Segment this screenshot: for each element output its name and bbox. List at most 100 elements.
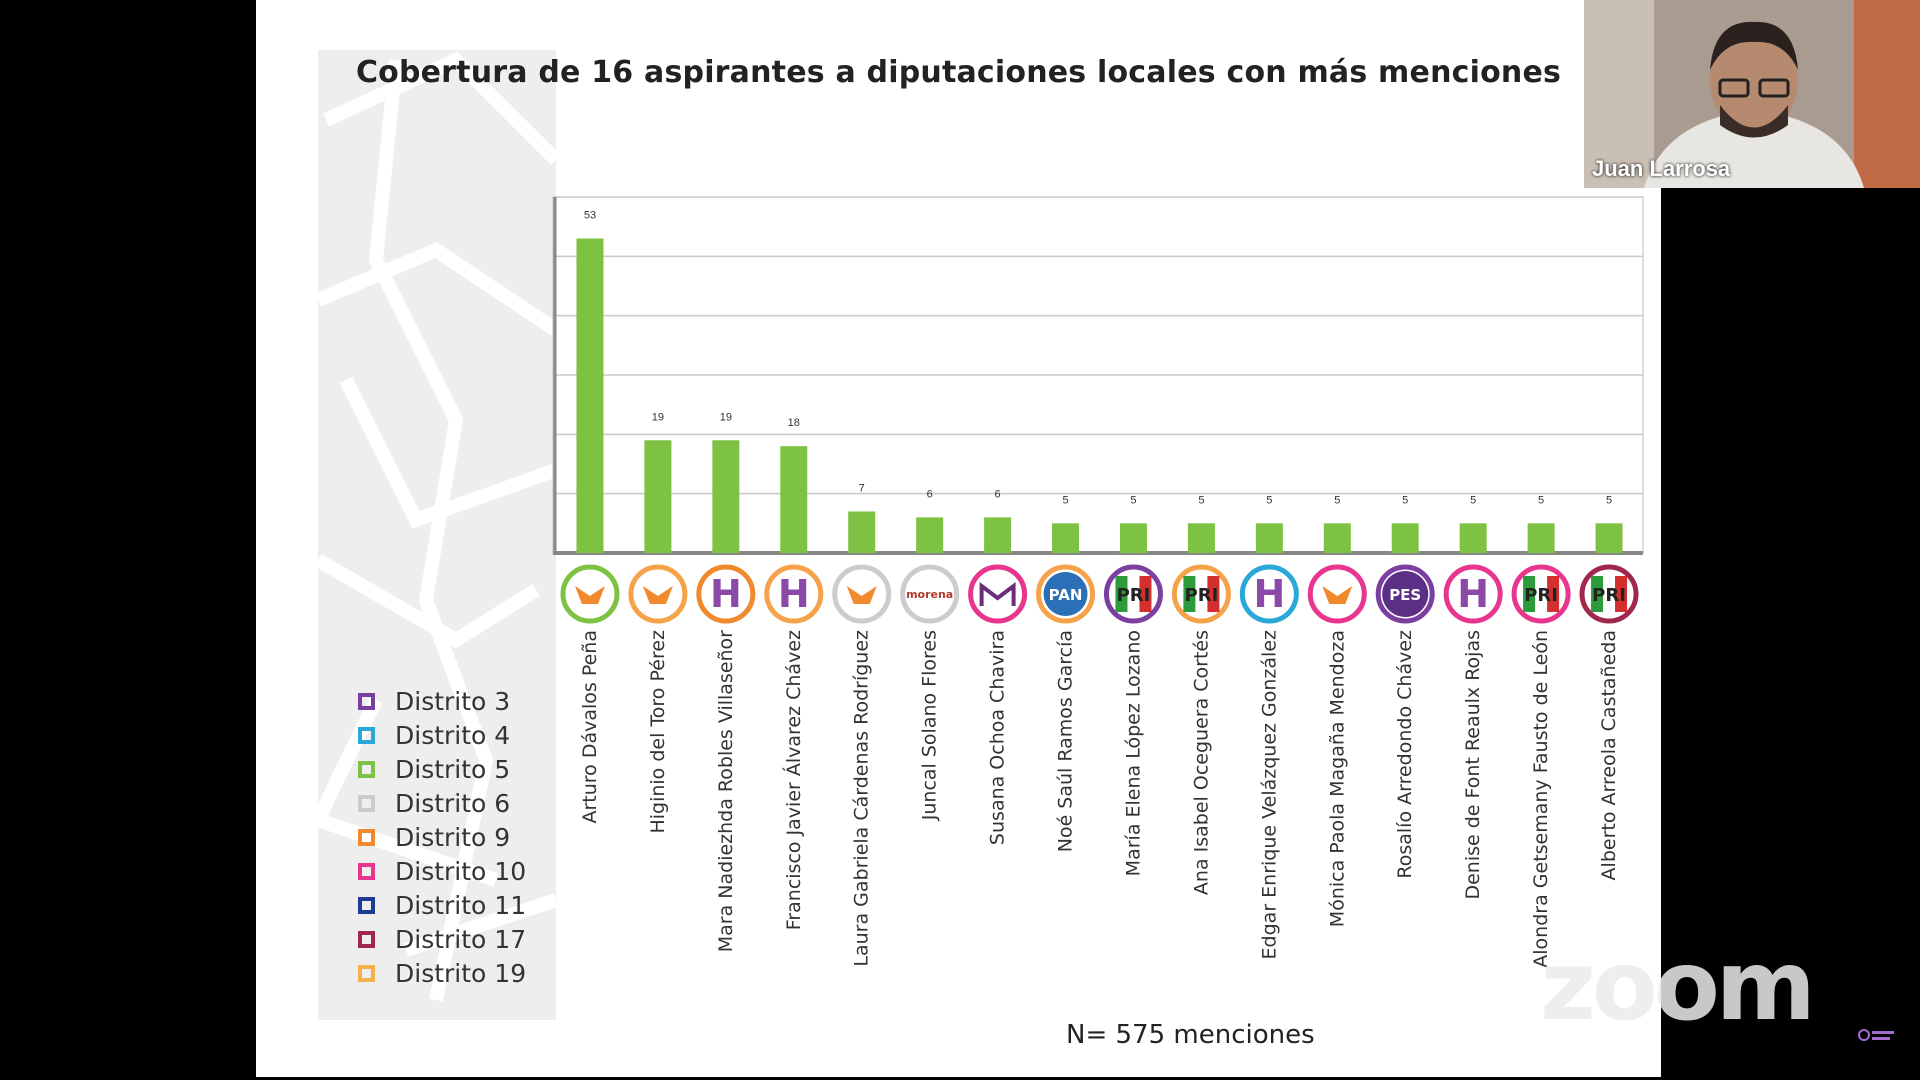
legend-item: Distrito 5 (358, 752, 526, 786)
bar-chart: 53 Arturo Dávalos Peña 19 Higinio del Toro … (552, 196, 1644, 968)
party-logo-ring (696, 564, 756, 624)
bar (1595, 523, 1623, 553)
bar (712, 440, 740, 553)
party-logo-mark (979, 582, 1016, 606)
participant-avatar (1584, 0, 1920, 188)
data-label: 5 (1266, 494, 1272, 506)
bar (780, 446, 808, 553)
party-logo-stripe (1207, 576, 1220, 612)
bar (1187, 523, 1215, 553)
zoom-brand-icon (1858, 1026, 1896, 1044)
data-label: 5 (1130, 494, 1136, 506)
legend-item: Distrito 6 (358, 786, 526, 820)
data-label: 19 (720, 411, 732, 423)
party-logo-stripe (1615, 576, 1628, 612)
party-logo-stripe (1139, 576, 1152, 612)
party-logo-ring (900, 564, 960, 624)
bar (1052, 523, 1080, 553)
legend-label: Distrito 5 (395, 754, 511, 784)
legend-label: Distrito 10 (395, 856, 527, 886)
legend-item: Distrito 17 (358, 922, 526, 956)
footnote: N= 575 menciones (1066, 1020, 1315, 1050)
party-logo-text: PRI (1117, 585, 1151, 606)
data-label: 5 (1334, 494, 1340, 506)
x-tick-label: Denise de Font Reaulx Rojas (1462, 630, 1484, 900)
party-logo-text: PAN (1049, 586, 1083, 604)
legend-label: Distrito 3 (395, 686, 511, 716)
decorative-map-pattern (308, 50, 556, 1020)
legend-swatch (358, 726, 375, 744)
participant-video-tile[interactable]: Juan Larrosa (1584, 0, 1920, 188)
party-logo-ring (764, 564, 824, 624)
bar (644, 440, 672, 553)
x-tick-label: Laura Gabriela Cárdenas Rodríguez (851, 630, 873, 967)
party-logo-fill (1043, 572, 1088, 616)
presentation-slide: Cobertura de 16 aspirantes a diputacione… (256, 0, 1661, 1077)
party-logo-text: PRI (1592, 585, 1626, 606)
x-tick-label: Rosalío Arredondo Chávez (1394, 630, 1416, 879)
party-logo-ring (1239, 564, 1299, 624)
bar (1527, 523, 1555, 553)
x-tick-label: María Elena López Lozano (1122, 630, 1144, 876)
x-tick-label: Edgar Enrique Velázquez González (1258, 630, 1280, 959)
x-tick-label: Alberto Arreola Castañeda (1598, 630, 1620, 880)
legend-swatch (358, 828, 375, 846)
legend-item: Distrito 11 (358, 888, 526, 922)
party-logo-text: H (1253, 572, 1285, 616)
party-logo-text: H (710, 572, 742, 616)
data-label: 5 (1538, 494, 1544, 506)
x-tick-label: Francisco Javier Álvarez Chávez (782, 630, 805, 930)
data-label: 5 (1470, 494, 1476, 506)
legend-swatch (358, 964, 375, 982)
bar (1459, 523, 1487, 553)
party-logo-ring (1307, 564, 1367, 624)
party-logo-mark (1322, 586, 1353, 604)
party-logo-mark (574, 586, 605, 604)
party-logo-text: PRI (1524, 585, 1558, 606)
x-tick-label: Alondra Getsemany Fausto de León (1530, 630, 1552, 968)
bar (576, 238, 604, 554)
data-label: 5 (1402, 494, 1408, 506)
zoom-watermark: zoom (1540, 930, 1816, 1042)
legend-label: Distrito 9 (395, 822, 511, 852)
data-label: 5 (1606, 494, 1612, 506)
participant-name: Juan Larrosa (1592, 156, 1731, 181)
legend-label: Distrito 6 (395, 788, 511, 818)
legend-swatch (358, 760, 375, 778)
legend-item: Distrito 10 (358, 854, 526, 888)
bar (1119, 523, 1147, 553)
x-tick-label: Higinio del Toro Pérez (647, 630, 669, 834)
party-logo-text: H (1457, 572, 1489, 616)
x-tick-label: Ana Isabel Oceguera Cortés (1190, 630, 1212, 895)
x-tick-label: Mara Nadiezhda Robles Villaseñor (715, 630, 737, 952)
data-label: 5 (1198, 494, 1204, 506)
data-label: 6 (995, 488, 1001, 500)
data-label: 53 (584, 210, 596, 222)
legend: Distrito 3 Distrito 4 Distrito 5 Distrito 6… (358, 684, 526, 990)
party-logo-mark (642, 586, 673, 604)
party-logo-fill (1382, 571, 1429, 617)
x-tick-label: Susana Ochoa Chavira (987, 630, 1009, 845)
x-tick-label: Noé Saúl Ramos García (1055, 630, 1077, 852)
legend-label: Distrito 11 (395, 890, 527, 920)
bar (1255, 523, 1283, 553)
party-logo-ring (968, 564, 1028, 624)
party-logo-stripe (1183, 576, 1196, 612)
party-logo-stripe (1523, 576, 1536, 612)
legend-item: Distrito 4 (358, 718, 526, 752)
legend-swatch (358, 930, 375, 948)
legend-swatch (358, 692, 375, 710)
party-logo-ring (628, 564, 688, 624)
bar (1391, 523, 1419, 553)
party-logo-stripe (1591, 576, 1604, 612)
bar (984, 517, 1012, 553)
x-tick-label: Mónica Paola Magaña Mendoza (1326, 630, 1348, 927)
data-label: 19 (652, 411, 664, 423)
data-label: 18 (788, 417, 800, 429)
party-logo-stripe (1547, 576, 1560, 612)
party-logo-ring (1443, 564, 1503, 624)
data-label: 5 (1062, 494, 1068, 506)
party-logo-stripe (1115, 576, 1128, 612)
legend-swatch (358, 794, 375, 812)
legend-swatch (358, 896, 375, 914)
